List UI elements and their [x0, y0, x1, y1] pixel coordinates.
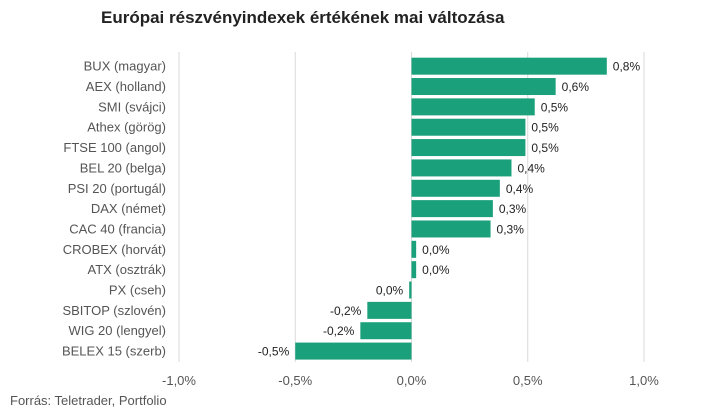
bar — [411, 261, 417, 279]
category-label: Athex (görög) — [87, 120, 166, 135]
value-label: 0,5% — [531, 121, 559, 135]
bar — [411, 57, 607, 75]
x-tick-label: -0,5% — [278, 373, 312, 388]
category-label: CROBEX (horvát) — [63, 242, 166, 257]
value-label: 0,8% — [613, 60, 641, 74]
chart-source: Forrás: Teletrader, Portfolio — [10, 393, 167, 408]
bar — [411, 118, 526, 136]
value-label: -0,2% — [330, 304, 362, 318]
bar — [409, 281, 412, 299]
x-tick-label: 0,0% — [397, 373, 427, 388]
value-label: 0,5% — [541, 100, 569, 114]
value-label: 0,4% — [506, 182, 534, 196]
bar — [411, 200, 493, 218]
category-label: SMI (svájci) — [98, 99, 166, 114]
x-tick-label: 1,0% — [629, 373, 659, 388]
bar — [411, 78, 556, 96]
bar — [367, 301, 412, 319]
bar — [411, 98, 535, 116]
value-label: -0,2% — [323, 324, 355, 338]
category-label: BUX (magyar) — [84, 59, 166, 74]
value-label: 0,3% — [497, 222, 525, 236]
bar — [411, 139, 526, 157]
category-label: ATX (osztrák) — [88, 262, 167, 277]
bar — [411, 179, 500, 197]
category-label: FTSE 100 (angol) — [63, 140, 166, 155]
x-tick-label: 0,5% — [513, 373, 543, 388]
value-label: -0,5% — [258, 345, 290, 359]
value-label: 0,5% — [531, 141, 559, 155]
category-label: AEX (holland) — [86, 79, 166, 94]
category-label: PSI 20 (portugál) — [68, 181, 166, 196]
value-label: 0,0% — [376, 284, 404, 298]
category-label: SBITOP (szlovén) — [62, 303, 166, 318]
bar — [411, 220, 491, 238]
bar — [411, 159, 512, 177]
bar — [411, 240, 417, 258]
x-tick-label: -1,0% — [162, 373, 196, 388]
category-label: BELEX 15 (szerb) — [62, 344, 166, 359]
category-label: CAC 40 (francia) — [69, 221, 166, 236]
category-label: DAX (német) — [91, 201, 166, 216]
value-label: 0,3% — [499, 202, 527, 216]
bar — [360, 322, 412, 340]
value-label: 0,4% — [517, 161, 545, 175]
value-label: 0,0% — [422, 243, 450, 257]
category-label: PX (cseh) — [109, 283, 166, 298]
chart-title: Európai részvényindexek értékének mai vá… — [101, 8, 505, 27]
bar — [295, 342, 412, 360]
category-label: BEL 20 (belga) — [80, 160, 166, 175]
value-label: 0,0% — [422, 263, 450, 277]
category-label: WIG 20 (lengyel) — [68, 323, 166, 338]
value-label: 0,6% — [562, 80, 590, 94]
